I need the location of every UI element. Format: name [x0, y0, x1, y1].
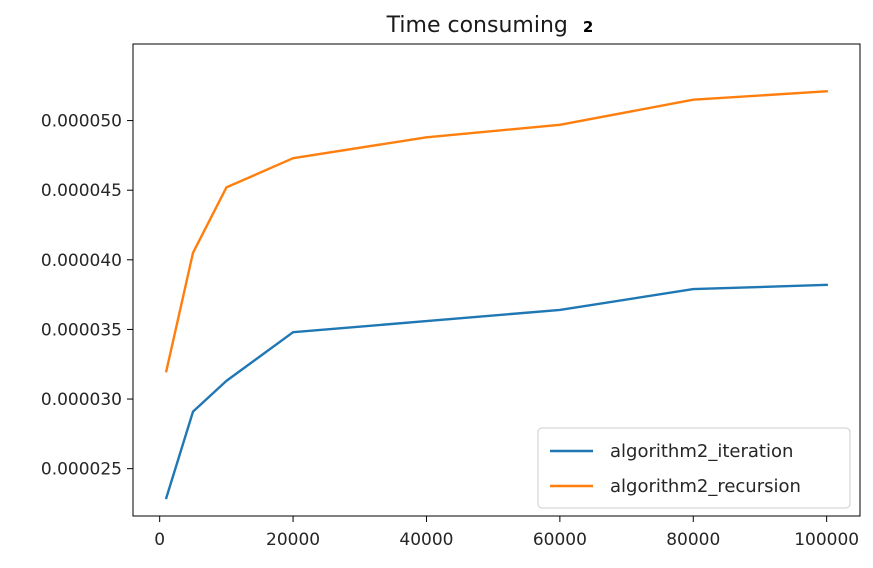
x-tick-label: 20000 — [266, 530, 320, 550]
series-line-algorithm2_iteration — [164, 283, 828, 500]
x-tick-label: 0 — [154, 530, 165, 550]
x-tick-label: 80000 — [666, 530, 720, 550]
series-line-algorithm2_recursion — [164, 90, 828, 373]
chart-title-suffix: 2 — [583, 18, 593, 36]
legend-box — [537, 427, 851, 509]
x-tick-label: 60000 — [533, 530, 587, 550]
series-group — [164, 90, 828, 500]
y-tick-label: 0.000040 — [41, 251, 122, 271]
chart-title: Time consuming 2 — [386, 13, 594, 38]
x-axis: 0 20000 40000 60000 80000 100000 — [154, 516, 859, 550]
y-tick-label: 0.000025 — [41, 460, 122, 480]
x-tick-label: 100000 — [794, 530, 859, 550]
plot-frame — [132, 43, 861, 517]
y-tick-label: 0.000050 — [41, 112, 122, 132]
y-tick-label: 0.000030 — [41, 390, 122, 410]
y-axis: 0.000025 0.000030 0.000035 0.000040 0.000045… — [41, 112, 133, 480]
legend-label: algorithm2_recursion — [610, 476, 801, 497]
y-tick-label: 0.000035 — [41, 320, 122, 340]
chart-title-text: Time consuming — [386, 13, 568, 38]
x-tick-label: 40000 — [399, 530, 453, 550]
y-tick-label: 0.000045 — [41, 181, 122, 201]
legend: algorithm2_iteration algorithm2_recursion — [537, 427, 851, 509]
legend-label: algorithm2_iteration — [610, 441, 793, 462]
